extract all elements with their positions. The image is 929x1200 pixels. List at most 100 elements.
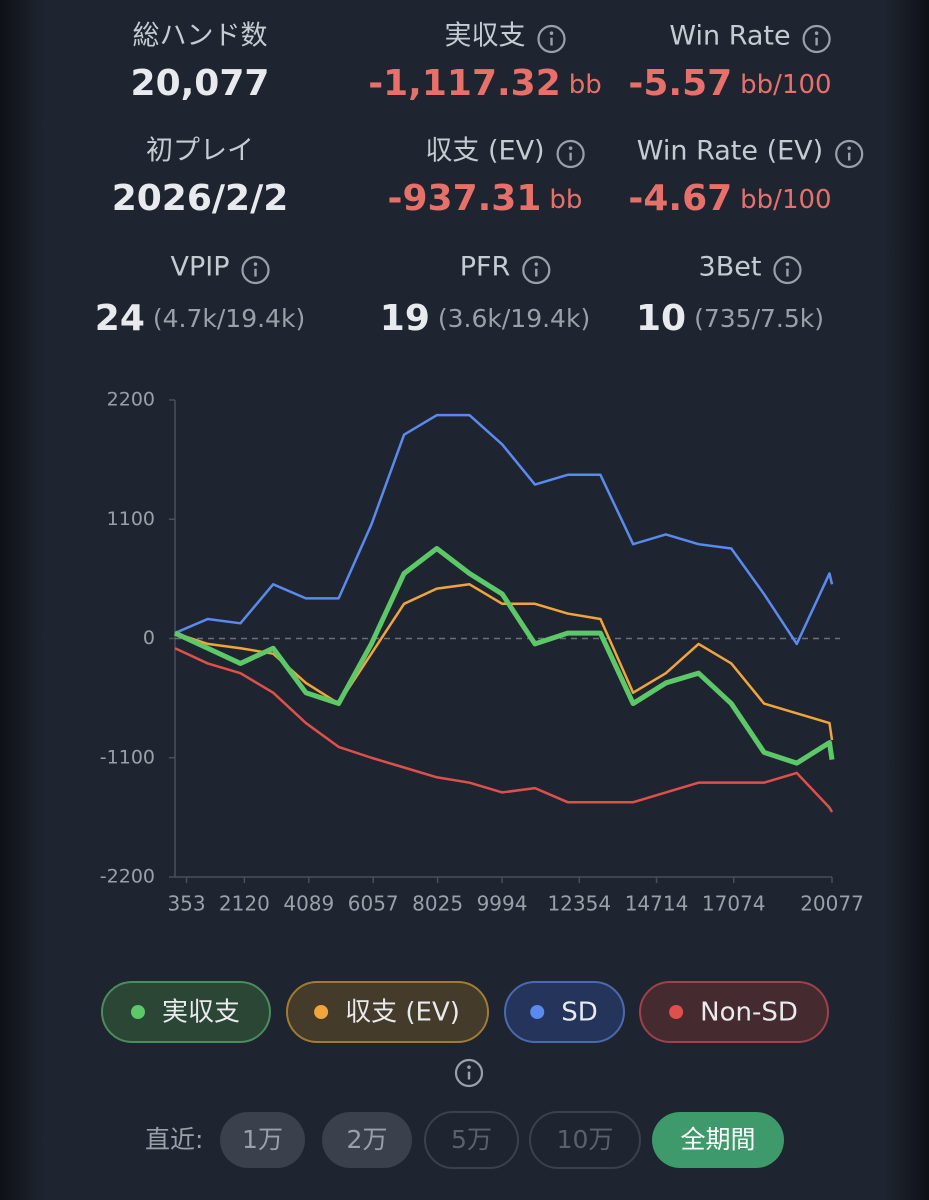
info-circle [802, 24, 831, 54]
info-dot [568, 146, 573, 150]
stat-detail: (4.7k/19.4k) [153, 304, 305, 333]
info-dot [814, 31, 819, 35]
x-tick-label: 20077 [800, 892, 864, 916]
stat-label: 総ハンド数 [133, 21, 268, 52]
stat-number: 24 [95, 298, 145, 339]
legend-item[interactable]: SD [504, 981, 625, 1043]
filter-button[interactable]: 5万 [424, 1111, 519, 1169]
stat-unit: bb [569, 70, 602, 100]
stat-number: 2026/2/2 [112, 178, 289, 219]
info-dot [549, 31, 554, 35]
x-tick-label: 2120 [219, 892, 270, 916]
x-tick-label: 4089 [283, 892, 334, 916]
legend-label: 実収支 [162, 998, 240, 1028]
filter-pill [322, 1112, 412, 1168]
stat-label: 実収支 [445, 21, 526, 52]
stat-unit: bb/100 [740, 185, 831, 215]
info-icon[interactable] [835, 139, 864, 169]
stat-value: 10 (735/7.5k) [636, 298, 824, 339]
info-circle [835, 139, 864, 169]
filter-option: 10万 [557, 1125, 614, 1154]
edge-left [0, 0, 45, 1200]
stat-detail: (735/7.5k) [694, 304, 824, 333]
legend-label: SD [561, 998, 598, 1028]
info-icon[interactable] [556, 139, 585, 169]
stat-value: -937.31 bb [388, 178, 583, 219]
info-icon[interactable] [454, 1058, 484, 1088]
legend-label: 収支 (EV) [345, 998, 460, 1028]
series-line [173, 546, 835, 766]
info-dot [467, 1065, 471, 1069]
filter-pill [220, 1112, 305, 1168]
filter-button[interactable]: 2万 [322, 1112, 412, 1168]
legend-item[interactable]: 実収支 [101, 981, 271, 1043]
info-icon[interactable] [773, 255, 802, 285]
x-tick-label: 12354 [547, 892, 611, 916]
info-circle [556, 139, 585, 169]
stat-detail: (3.6k/19.4k) [438, 304, 590, 333]
series-line [174, 413, 834, 646]
stat-label: 収支 (EV) [425, 136, 544, 167]
stat-label: 3Bet [699, 252, 762, 283]
legend-dot [530, 1005, 545, 1019]
legend-dot [314, 1005, 329, 1019]
legend-dot [130, 1005, 145, 1019]
stat-value: -5.57 bb/100 [628, 63, 831, 104]
y-tick-label: 1100 [107, 508, 155, 530]
legend-pill [639, 981, 829, 1043]
filter-option: 5万 [451, 1125, 492, 1154]
info-icon[interactable] [522, 255, 551, 285]
y-tick-label: 0 [143, 627, 155, 649]
info-circle [773, 255, 802, 285]
stat-label: Win Rate (EV) [637, 136, 823, 167]
stat-number: 19 [380, 298, 430, 339]
x-tick-label: 8025 [412, 892, 463, 916]
edge-right [884, 0, 929, 1200]
stat-label: PFR [460, 252, 511, 283]
info-dot [847, 146, 851, 150]
x-tick-label: 14714 [625, 892, 689, 916]
stat-number: 10 [636, 298, 686, 339]
x-tick-label: 17074 [702, 892, 766, 916]
info-dot [253, 262, 258, 266]
info-circle [241, 255, 270, 285]
stat-number: 20,077 [131, 63, 270, 104]
info-icon[interactable] [241, 255, 270, 285]
info-circle [522, 255, 551, 285]
x-tick-label: 9994 [477, 892, 528, 916]
stat-label: VPIP [171, 252, 230, 283]
legend-item[interactable]: Non-SD [639, 981, 829, 1043]
info-dot [534, 262, 539, 266]
stat-unit: bb [549, 185, 582, 215]
x-tick-label: 6057 [348, 892, 399, 916]
filter-pill [652, 1112, 784, 1168]
legend-pill [101, 981, 271, 1043]
stat-number: -937.31 [388, 178, 542, 219]
stat-value: 19 (3.6k/19.4k) [380, 298, 590, 339]
info-icon[interactable] [802, 24, 831, 54]
filter-pill [424, 1111, 519, 1169]
y-tick-label: 2200 [107, 389, 155, 411]
filter-button[interactable]: 全期間 [652, 1112, 784, 1168]
stat-number: -5.57 [628, 63, 732, 104]
filter-option: 全期間 [680, 1125, 755, 1154]
stat-value: -4.67 bb/100 [628, 178, 831, 219]
stat-label: 初プレイ [146, 136, 254, 167]
stat-number: -4.67 [628, 178, 732, 219]
filter-button[interactable]: 10万 [529, 1111, 641, 1169]
y-tick-label: -1100 [100, 746, 155, 768]
info-icon[interactable] [537, 24, 566, 54]
legend-pill [504, 981, 625, 1043]
stat-value: 20,077 [131, 63, 270, 104]
filter-option: 2万 [347, 1125, 388, 1154]
stat-number: -1,117.32 [368, 63, 561, 104]
filter-option: 1万 [242, 1125, 283, 1154]
legend-item[interactable]: 収支 (EV) [286, 981, 489, 1043]
info-circle [537, 24, 566, 54]
stat-value: -1,117.32 bb [368, 63, 602, 104]
y-tick-label: -2200 [100, 866, 155, 888]
stat-unit: bb/100 [740, 70, 831, 100]
filter-button[interactable]: 1万 [220, 1112, 305, 1168]
legend-dot [669, 1005, 684, 1019]
